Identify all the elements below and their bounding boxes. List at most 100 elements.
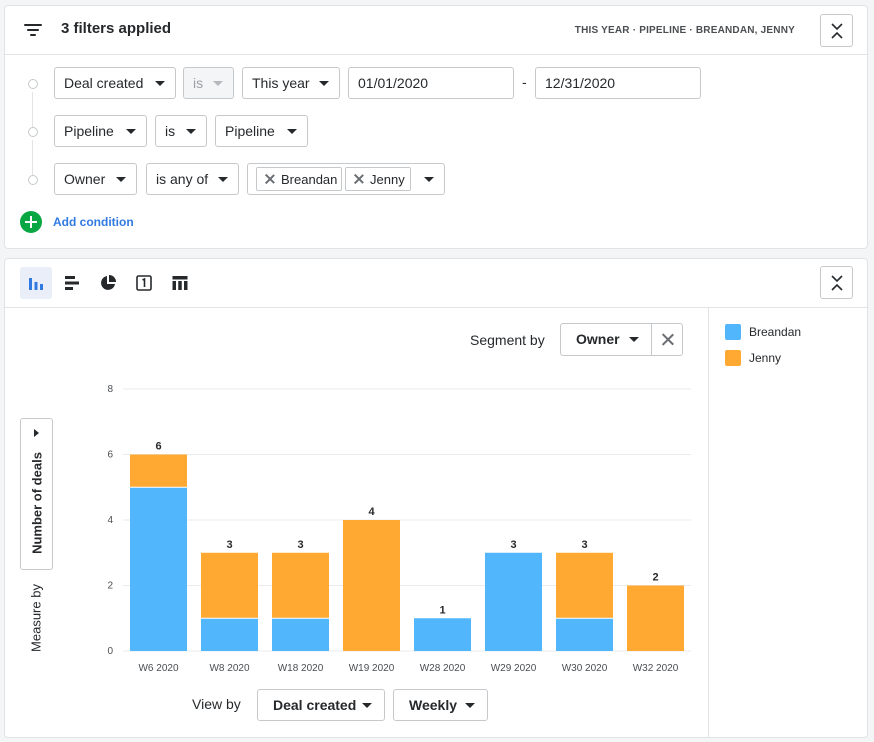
chevron-right-icon xyxy=(34,429,39,437)
chevron-down-icon xyxy=(155,81,165,86)
pie-chart-icon xyxy=(101,275,116,290)
chevron-down-icon xyxy=(287,129,297,134)
bar-segment-breandan[interactable] xyxy=(485,552,542,651)
owner-chip-breandan: Breandan xyxy=(256,167,342,191)
chart-toolbar xyxy=(5,259,867,308)
bar-total-label: 1 xyxy=(439,604,445,616)
filter-icon xyxy=(24,22,42,38)
view-by-field-select[interactable]: Deal created xyxy=(257,689,385,721)
bar-segment-jenny[interactable] xyxy=(201,552,258,619)
collapse-chart-button[interactable] xyxy=(820,266,853,299)
bar-segment-jenny[interactable] xyxy=(556,552,613,619)
filter-operator-select-is[interactable]: is xyxy=(155,115,207,147)
remove-chip-icon[interactable] xyxy=(264,173,276,185)
stacked-bar-chart: 0 2 4 6 8 6 W6 2020 3 W8 2020 3 W18 2020 4 W19 2020 1… xyxy=(107,384,691,674)
bar-total-label: 3 xyxy=(510,539,516,551)
horizontal-bar-view-button[interactable] xyxy=(56,267,88,299)
segment-by-control: Owner xyxy=(560,323,683,356)
timeline-dot xyxy=(28,175,38,185)
x-tick-label: W32 2020 xyxy=(633,663,679,674)
chevron-down-icon xyxy=(218,177,228,182)
chevron-down-icon xyxy=(116,177,126,182)
bar-segment-jenny[interactable] xyxy=(627,585,684,652)
timeline-dot xyxy=(28,79,38,89)
view-by-label: View by xyxy=(192,696,241,712)
pie-chart-view-button[interactable] xyxy=(92,267,124,299)
chip-label: Breandan xyxy=(281,172,338,187)
bar-segment-jenny[interactable] xyxy=(343,520,400,651)
timeline-line xyxy=(32,140,33,176)
filter-operator-select-is-any-of[interactable]: is any of xyxy=(146,163,239,195)
select-label: is any of xyxy=(156,171,209,187)
chevron-down-icon xyxy=(465,703,475,708)
remove-chip-icon[interactable] xyxy=(353,173,365,185)
y-tick-label: 2 xyxy=(107,581,113,592)
segment-by-label: Segment by xyxy=(470,332,545,348)
date-range-separator: - xyxy=(522,74,527,90)
select-label: is xyxy=(193,75,204,91)
table-icon xyxy=(172,276,188,290)
chevron-down-icon xyxy=(424,177,434,182)
chevron-down-icon xyxy=(362,703,372,708)
date-to-input[interactable] xyxy=(535,67,701,99)
x-tick-label: W6 2020 xyxy=(138,663,178,674)
filter-panel: 3 filters applied THIS YEAR · PIPELINE ·… xyxy=(4,5,868,249)
filter-count-title: 3 filters applied xyxy=(61,20,172,37)
bar-segment-breandan[interactable] xyxy=(556,618,613,651)
x-tick-label: W30 2020 xyxy=(562,663,608,674)
collapse-icon xyxy=(831,275,843,291)
clear-segment-button[interactable] xyxy=(651,324,682,355)
filter-field-select-pipeline[interactable]: Pipeline xyxy=(54,115,147,147)
x-tick-label: W8 2020 xyxy=(209,663,249,674)
bar-segment-jenny[interactable] xyxy=(130,454,187,488)
chevron-down-icon xyxy=(319,81,329,86)
chevron-down-icon xyxy=(126,129,136,134)
x-tick-label: W28 2020 xyxy=(420,663,466,674)
bar-segment-breandan[interactable] xyxy=(130,487,187,651)
filter-value-select-this-year[interactable]: This year xyxy=(242,67,340,99)
scorecard-view-button[interactable] xyxy=(128,267,160,299)
filter-value-select-pipeline[interactable]: Pipeline xyxy=(215,115,308,147)
filter-operator-select-disabled: is xyxy=(183,67,234,99)
filter-field-select-owner[interactable]: Owner xyxy=(54,163,137,195)
segment-by-select[interactable]: Owner xyxy=(561,324,651,355)
select-label: Owner xyxy=(64,171,106,187)
collapse-icon xyxy=(831,23,843,39)
select-label: This year xyxy=(252,75,310,91)
y-tick-label: 4 xyxy=(107,515,113,526)
interval-select[interactable]: Weekly xyxy=(393,689,488,721)
segment-by-value: Owner xyxy=(576,331,620,347)
bar-segment-jenny[interactable] xyxy=(272,552,329,619)
bar-segment-breandan[interactable] xyxy=(414,618,471,651)
filter-header: 3 filters applied THIS YEAR · PIPELINE ·… xyxy=(5,6,867,55)
filter-summary: THIS YEAR · PIPELINE · BREANDAN, JENNY xyxy=(574,25,795,36)
bar-total-label: 3 xyxy=(581,539,587,551)
legend-swatch xyxy=(725,350,741,366)
bar-chart-view-button[interactable] xyxy=(20,267,52,299)
date-from-input[interactable] xyxy=(348,67,514,99)
filter-field-select-deal-created[interactable]: Deal created xyxy=(54,67,176,99)
owner-multiselect[interactable]: Breandan Jenny xyxy=(247,163,445,195)
x-tick-label: W29 2020 xyxy=(491,663,537,674)
bar-total-label: 3 xyxy=(297,539,303,551)
bar-segment-breandan[interactable] xyxy=(201,618,258,651)
bar-total-label: 3 xyxy=(226,539,232,551)
chevron-down-icon xyxy=(629,337,639,342)
y-tick-label: 6 xyxy=(107,450,113,461)
collapse-filters-button[interactable] xyxy=(820,14,853,47)
timeline-line xyxy=(32,92,33,128)
legend-label: Breandan xyxy=(749,325,802,339)
bar-segment-breandan[interactable] xyxy=(272,618,329,651)
measure-by-select[interactable]: Number of deals xyxy=(20,418,53,570)
select-label: Pipeline xyxy=(64,123,114,139)
table-view-button[interactable] xyxy=(164,267,196,299)
scorecard-icon xyxy=(136,275,152,291)
x-tick-label: W19 2020 xyxy=(349,663,395,674)
select-label: Deal created xyxy=(64,75,144,91)
chart-panel: Segment by Owner Number of deals Measure… xyxy=(4,258,868,738)
y-tick-label: 0 xyxy=(107,646,113,657)
legend-label: Jenny xyxy=(749,351,782,365)
view-by-value: Deal created xyxy=(273,697,357,713)
plus-circle-icon xyxy=(20,211,42,233)
bar-total-label: 2 xyxy=(652,572,658,584)
